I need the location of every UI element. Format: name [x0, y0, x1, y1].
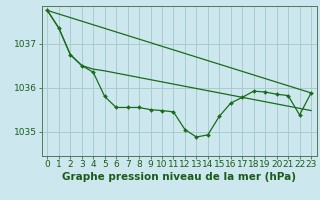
X-axis label: Graphe pression niveau de la mer (hPa): Graphe pression niveau de la mer (hPa) [62, 172, 296, 182]
